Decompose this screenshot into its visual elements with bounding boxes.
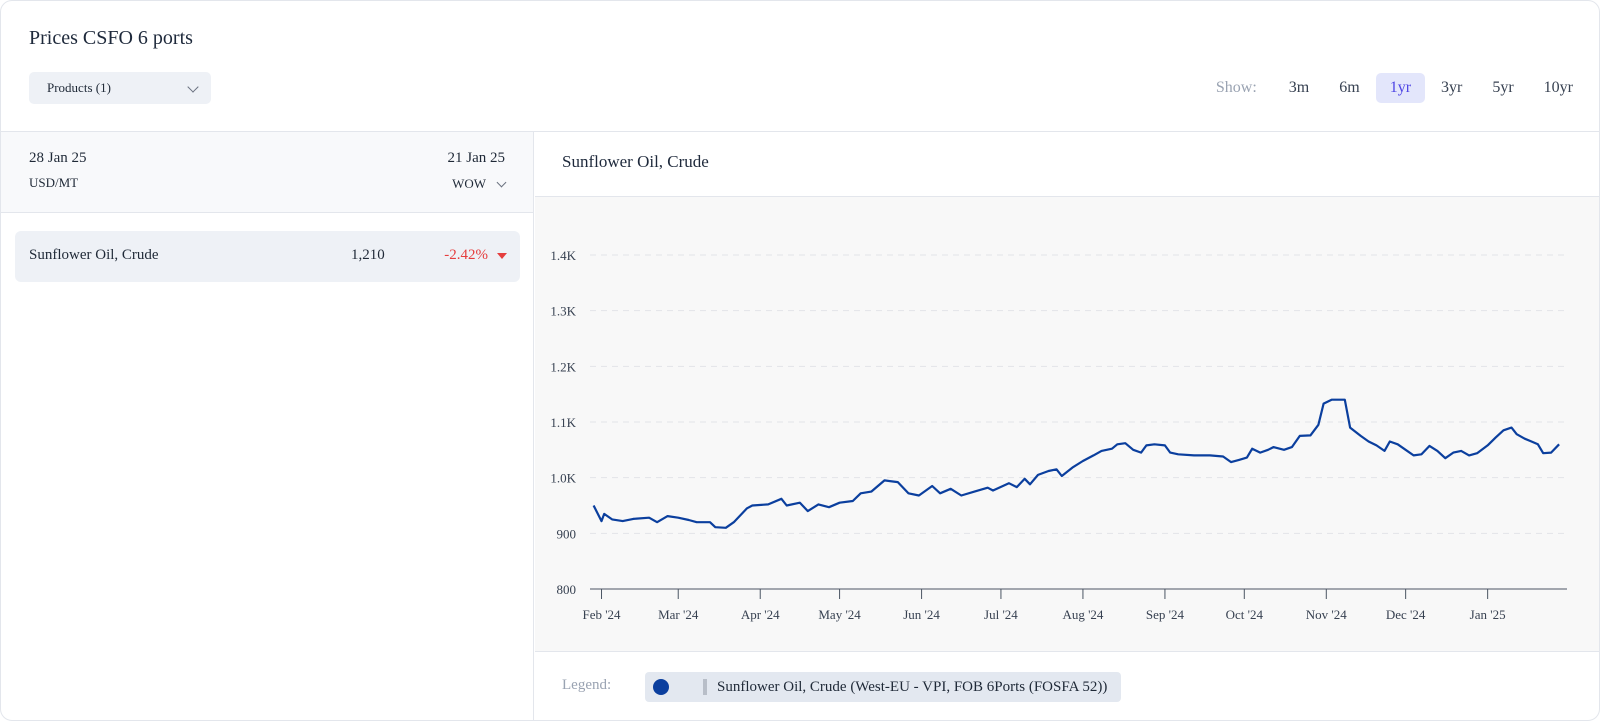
unit-label: USD/MT <box>29 175 79 190</box>
x-tick-label: Jul '24 <box>984 607 1018 622</box>
y-tick-label: 1.3K <box>550 304 576 319</box>
legend-item-label: Sunflower Oil, Crude (West-EU - VPI, FOB… <box>717 678 1108 695</box>
comparison-label: WOW <box>452 176 486 191</box>
series-line <box>592 398 1560 529</box>
price-list-panel: 28 Jan 25 USD/MT 21 Jan 25 WOW Sunflower… <box>1 132 534 720</box>
legend-item[interactable]: Sunflower Oil, Crude (West-EU - VPI, FOB… <box>645 672 1122 702</box>
product-price: 1,210 <box>351 247 385 263</box>
products-dropdown[interactable]: Products (1) <box>29 72 211 104</box>
range-button-10yr[interactable]: 10yr <box>1543 79 1573 96</box>
y-tick-label: 1.4K <box>550 248 576 263</box>
y-tick-label: 900 <box>557 526 577 541</box>
y-tick-label: 1.2K <box>550 359 576 374</box>
range-button-5yr[interactable]: 5yr <box>1492 79 1514 96</box>
series-dot-icon <box>653 679 669 695</box>
x-tick-label: Apr '24 <box>741 607 780 622</box>
list-item[interactable]: Sunflower Oil, Crude 1,210 -2.42% <box>15 231 520 282</box>
x-tick-label: Aug '24 <box>1062 607 1103 622</box>
price-line-chart[interactable]: 800 900 1.0K 1.1K 1.2K 1.3K 1.4K Feb '24 Mar '24… <box>535 197 1600 652</box>
comparison-dropdown[interactable]: WOW <box>452 176 507 192</box>
caret-down-icon <box>497 253 507 259</box>
x-tick-label: Feb '24 <box>582 607 621 622</box>
legend-label: Legend: <box>562 677 612 693</box>
chart-title: Sunflower Oil, Crude <box>562 152 709 171</box>
price-list-header: 28 Jan 25 USD/MT 21 Jan 25 WOW <box>1 132 533 213</box>
products-dropdown-label: Products (1) <box>47 80 111 95</box>
chart-panel: Sunflower Oil, Crude 800 900 1.0K 1.1K 1.2K 1… <box>535 132 1600 720</box>
range-button-3yr[interactable]: 3yr <box>1441 79 1463 96</box>
page-title: Prices CSFO 6 ports <box>29 27 193 49</box>
x-tick-label: Mar '24 <box>658 607 699 622</box>
chevron-down-icon <box>187 81 199 93</box>
show-label: Show: <box>1215 79 1257 96</box>
y-tick-label: 1.1K <box>550 415 576 430</box>
x-tick-label: Jan '25 <box>1470 607 1506 622</box>
current-date: 28 Jan 25 <box>29 150 87 166</box>
range-selector: Show: 3m 6m 1yr 3yr 5yr 10yr <box>1216 73 1587 103</box>
x-tick-label: Dec '24 <box>1386 607 1426 622</box>
x-tick-label: Nov '24 <box>1306 607 1347 622</box>
y-tick-label: 800 <box>557 582 577 597</box>
price-change: -2.42% <box>444 247 488 263</box>
chevron-down-icon <box>496 177 507 187</box>
x-tick-label: May '24 <box>818 607 861 622</box>
y-tick-label: 1.0K <box>550 471 576 486</box>
chart-header: Sunflower Oil, Crude <box>535 132 1599 197</box>
range-button-6m[interactable]: 6m <box>1339 79 1360 96</box>
x-tick-label: Sep '24 <box>1146 607 1185 622</box>
previous-date: 21 Jan 25 <box>447 150 506 166</box>
x-tick-label: Oct '24 <box>1226 607 1264 622</box>
card-header: Prices CSFO 6 ports Products (1) Show: 3… <box>1 1 1599 132</box>
range-button-1yr[interactable]: 1yr <box>1375 73 1426 103</box>
product-name: Sunflower Oil, Crude <box>29 247 159 263</box>
chart-legend: Legend: Sunflower Oil, Crude (West-EU - … <box>535 652 1599 720</box>
drag-handle-icon <box>703 679 707 695</box>
x-tick-label: Jun '24 <box>903 607 940 622</box>
chart-area: 800 900 1.0K 1.1K 1.2K 1.3K 1.4K Feb '24 Mar '24… <box>535 197 1600 652</box>
range-button-3m[interactable]: 3m <box>1288 79 1310 96</box>
